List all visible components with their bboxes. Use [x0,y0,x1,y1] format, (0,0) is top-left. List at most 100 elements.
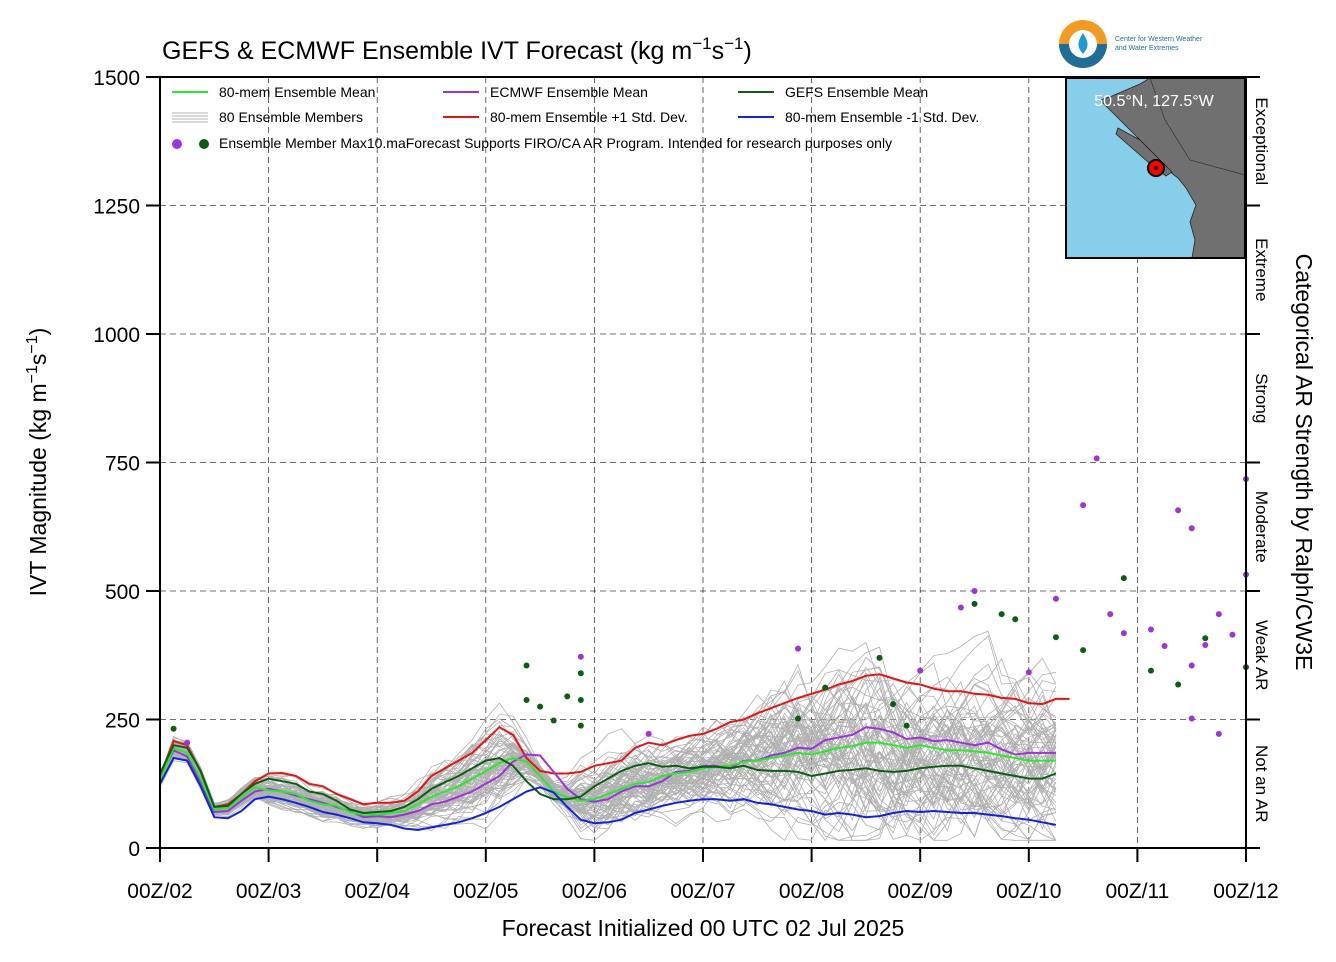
legend: 80-mem Ensemble Mean ECMWF Ensemble Mean… [172,84,979,151]
gefs-max-point [170,725,177,732]
y-axis-ticks: 0 250 500 750 1000 1250 1500 [93,67,1260,861]
x-tick-label: 00Z/09 [888,880,953,903]
ensemble-member-line [159,712,1057,841]
x-tick-label: 00Z/06 [562,880,627,903]
ecmwf-max-point [1025,669,1032,676]
ensemble-member-line [159,695,1057,820]
x-tick-label: 00Z/03 [236,880,301,903]
gefs-max-point [537,703,544,710]
ecmwf-max-point [1188,662,1195,669]
ensemble-members [159,630,1057,842]
x-tick-label: 00Z/08 [779,880,844,903]
right-axis-label: Categorical AR Strength by Ralph/CW3E [1291,254,1317,671]
x-tick-label: 00Z/05 [453,880,518,903]
x-tick-label: 00Z/11 [1105,880,1169,903]
ecmwf-max-point [645,730,652,737]
ensemble-member-line [159,656,1057,823]
ar-category-label: Not an AR [1252,745,1271,823]
map-frame [1065,77,1246,259]
legend-maxnote: Ensemble Member Max10.maForecast Support… [219,135,892,151]
inset-map: 50.5°N, 127.5°W [1065,77,1246,259]
map-border [1149,77,1246,176]
ensemble-member-line [159,657,1057,822]
x-tick-label: 00Z/04 [345,880,411,903]
gefs-max-point [998,611,1005,618]
ecmwf-max-point [917,667,924,674]
gefs-max-point [971,600,978,607]
series-line [159,744,1057,815]
ecmwf-max-point [1052,595,1059,602]
logo-drop-icon [1078,33,1088,54]
x-tick-label: 00Z/10 [996,880,1061,903]
ecmwf-max-point [795,645,802,652]
gefs-max-point [1052,634,1059,641]
ar-category-label: Weak AR [1252,620,1271,691]
gefs-max-point [903,722,910,729]
gefs-max-point [1175,681,1182,688]
ensemble-member-line [159,641,1057,829]
gridlines [160,77,1246,848]
ecmwf-max-point [184,739,191,746]
location-marker-center [1154,166,1158,170]
legend-mean80: 80-mem Ensemble Mean [219,84,375,100]
legend-dot-gefs [199,139,209,149]
map-coordinates: 50.5°N, 127.5°W [1094,93,1214,110]
ecmwf-max-point [1080,502,1087,509]
legend-dot-ecmwf [172,139,182,149]
ensemble-member-line [159,667,1057,822]
ecmwf-max-point [1215,730,1222,737]
ar-category-label: Extreme [1252,238,1271,301]
x-axis-ticks: 00Z/02 00Z/03 00Z/04 00Z/05 00Z/06 00Z/07 00Z/… [127,848,1279,903]
gefs-max-point [1147,667,1154,674]
x-tick-label: 00Z/07 [670,880,735,903]
ecmwf-max-point [1147,626,1154,633]
series-lines [159,673,1070,832]
ecmwf-max-point [971,588,978,594]
logo-text-line1: Center for Western Weather [1115,36,1203,43]
gefs-max-point [523,696,530,703]
ensemble-member-line [159,703,1056,841]
y-tick-label: 1500 [93,67,140,90]
legend-ecmwf: ECMWF Ensemble Mean [490,84,648,100]
ecmwf-max-point [1202,641,1209,648]
legend-plus1: 80-mem Ensemble +1 Std. Dev. [490,109,688,125]
y-tick-label: 0 [128,838,140,861]
gefs-max-point [822,684,829,691]
gefs-max-point [1080,647,1087,654]
gefs-max-point [550,717,557,724]
chart-title: GEFS & ECMWF Ensemble IVT Forecast (kg m… [162,34,752,65]
ecmwf-max-point [1120,630,1127,637]
x-tick-label: 00Z/02 [127,880,192,903]
series-line [159,756,1057,832]
legend-swatch-members [172,112,208,123]
gefs-max-point [577,722,584,729]
ensemble-member-line [159,733,1057,832]
gefs-max-point [1202,635,1209,642]
ecmwf-max-point [1188,525,1195,532]
series-line [159,726,1056,819]
ecmwf-max-point [1161,642,1168,649]
ar-category-label: Moderate [1252,491,1271,563]
cw3e-logo: Center for Western Weather and Water Ext… [1059,20,1203,68]
gefs-max-point [564,693,571,700]
legend-members: 80 Ensemble Members [219,109,363,125]
y-tick-label: 1250 [93,196,140,219]
legend-gefs: GEFS Ensemble Mean [785,84,928,100]
y-tick-label: 750 [105,453,140,476]
gefs-max-point [523,662,530,669]
ecmwf-max-point [577,653,584,660]
ar-category-labels: Not an AR Weak AR Moderate Strong Extreme Exc… [1252,97,1271,822]
ensemble-member-line [159,751,1057,839]
y-tick-label: 1000 [93,324,140,347]
ensemble-member-line [159,673,1057,830]
gefs-max-point [1012,616,1019,623]
series-line [159,673,1070,809]
series-line [159,741,1056,816]
gefs-max-point [876,654,883,661]
ar-category-label: Strong [1252,373,1271,423]
logo-text-line2: and Water Extremes [1115,45,1179,52]
gefs-max-point [890,701,897,708]
legend-minus1: 80-mem Ensemble -1 Std. Dev. [785,109,979,125]
ecmwf-max-point [1229,631,1236,638]
